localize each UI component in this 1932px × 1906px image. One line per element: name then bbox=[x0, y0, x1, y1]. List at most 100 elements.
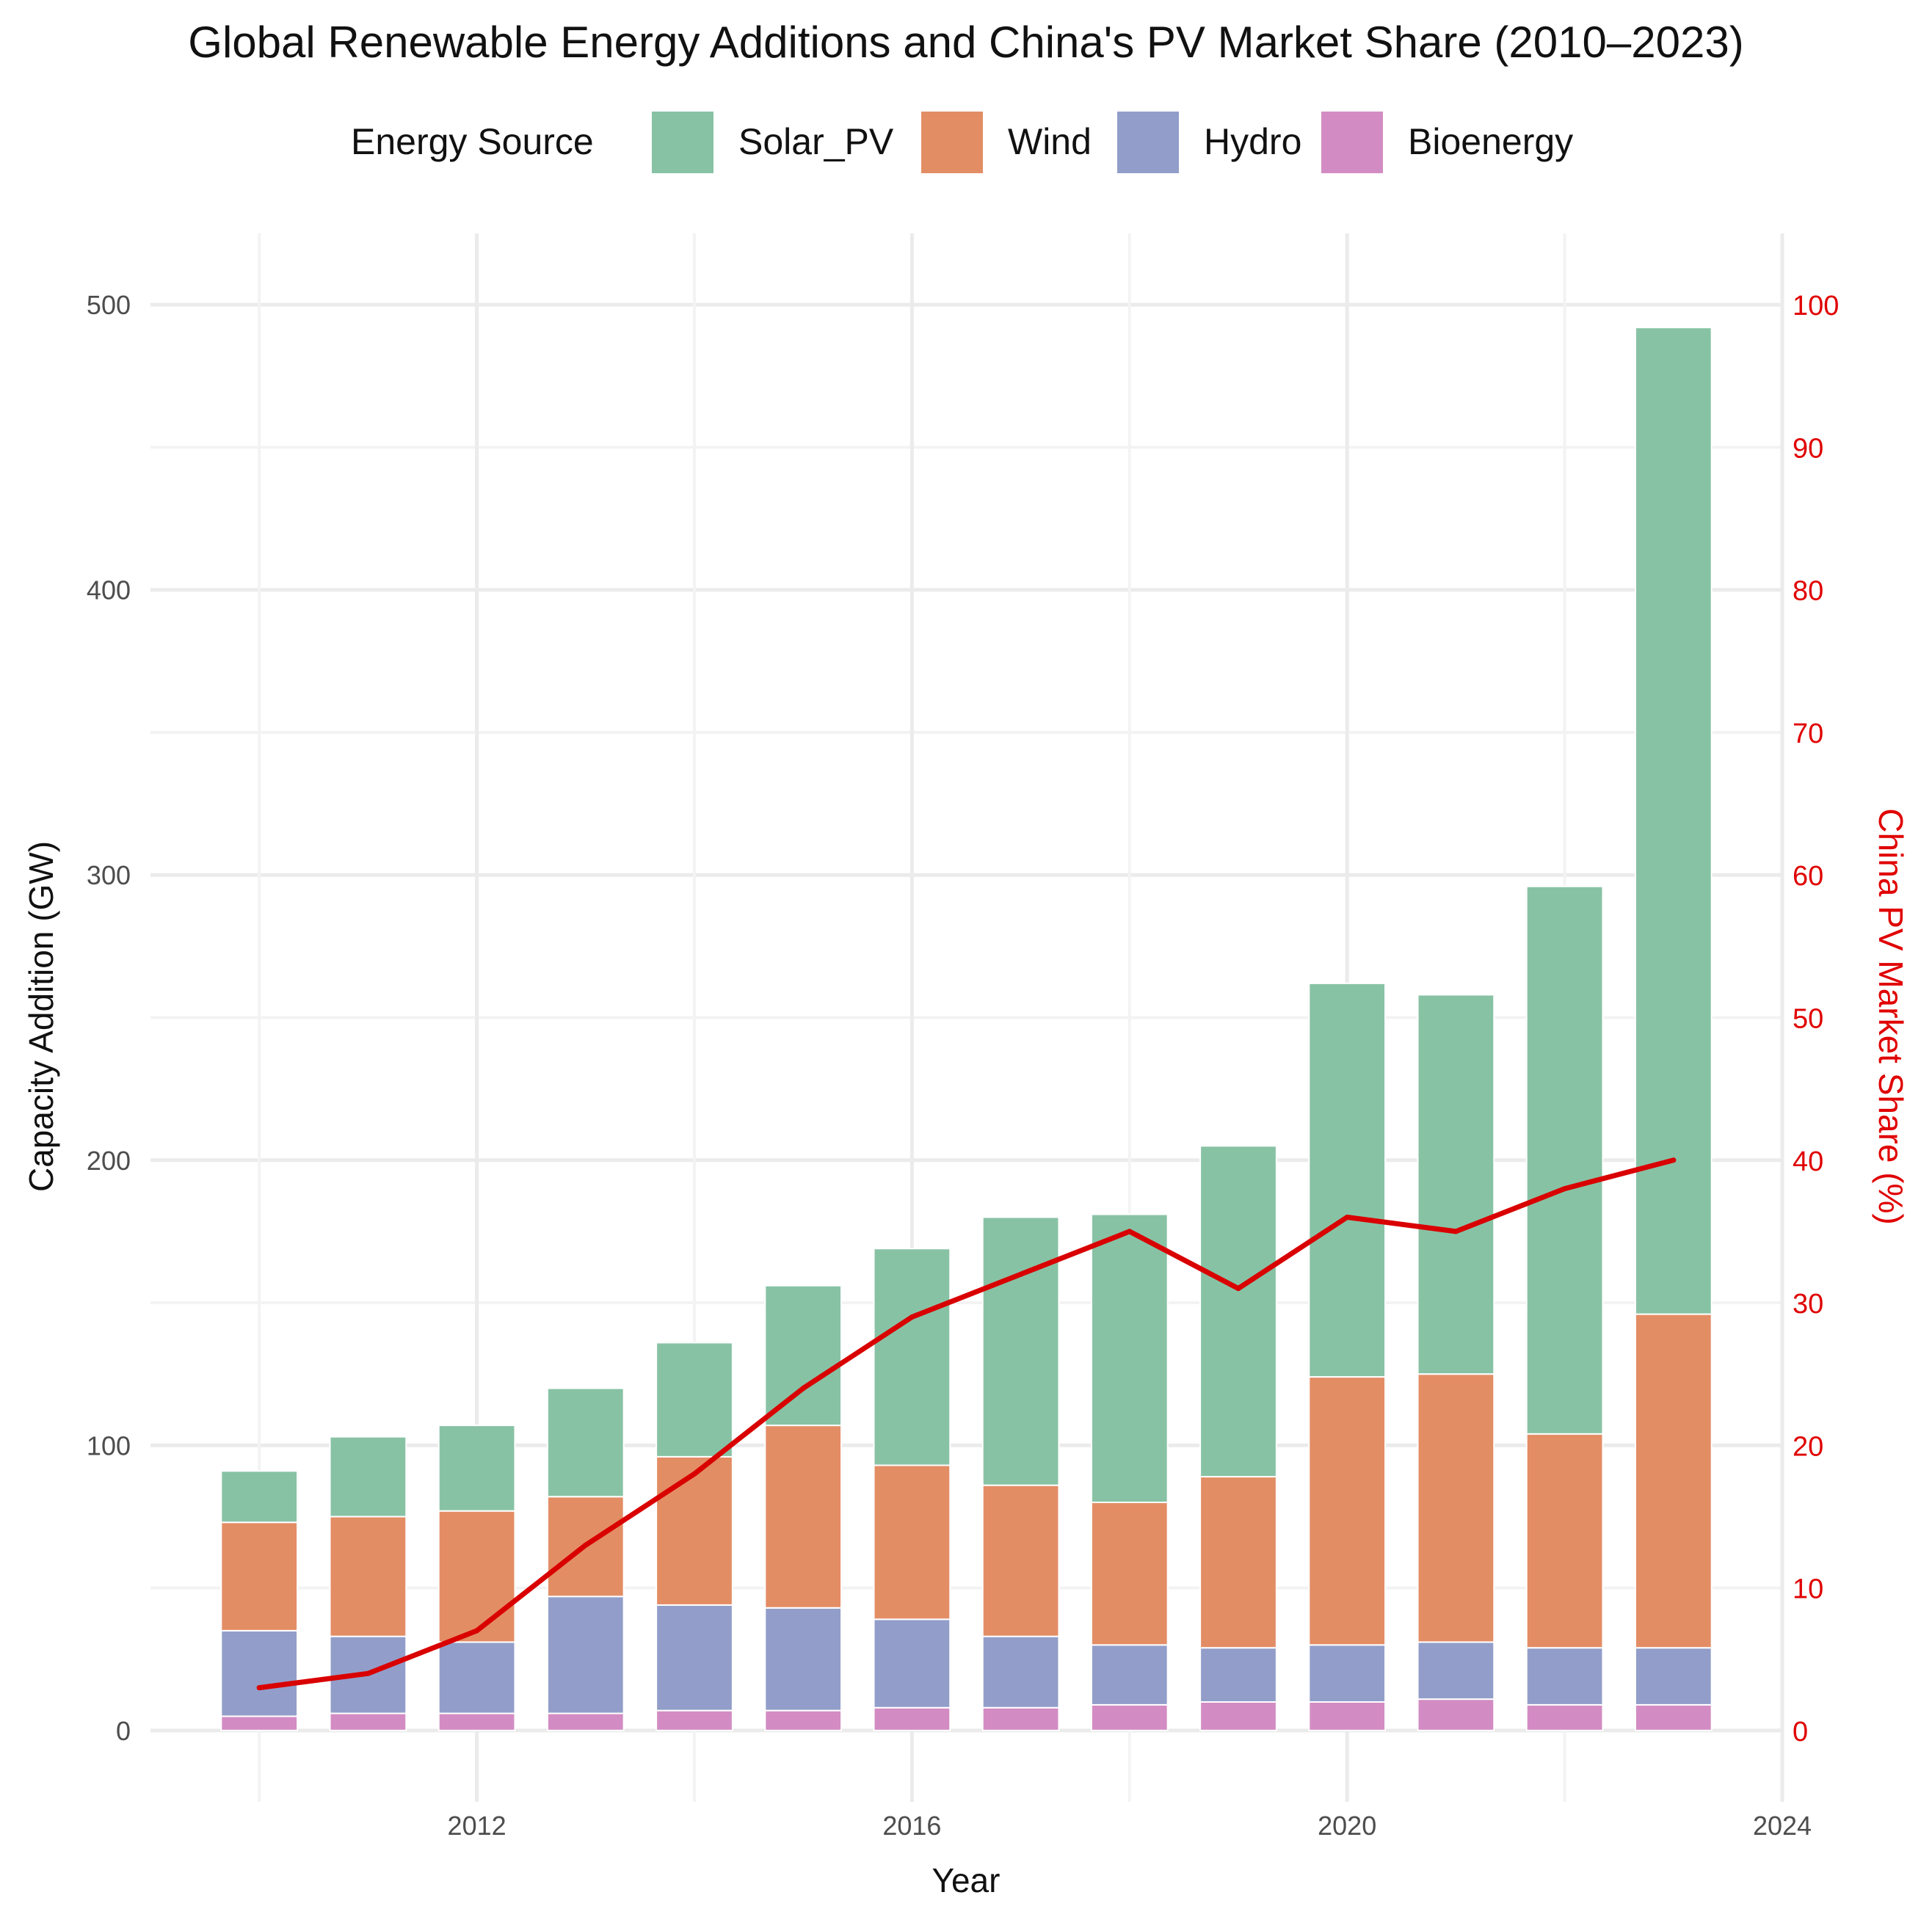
bar-wind-2016 bbox=[873, 1464, 951, 1621]
y2-tick-label: 60 bbox=[1793, 861, 1823, 892]
china-pv-share-point-2016 bbox=[909, 1314, 915, 1320]
y-tick-label: 0 bbox=[116, 1716, 131, 1746]
y-tick-label: 200 bbox=[87, 1146, 131, 1176]
bar-bioenergy-2013 bbox=[546, 1712, 625, 1731]
bar-bioenergy-2016 bbox=[873, 1706, 951, 1731]
bar-bioenergy-2012 bbox=[437, 1712, 516, 1731]
y-tick-label: 400 bbox=[87, 575, 131, 605]
bar-wind-2019 bbox=[1199, 1476, 1277, 1649]
bar-bioenergy-2018 bbox=[1090, 1703, 1169, 1731]
bar-bioenergy-2010 bbox=[220, 1715, 299, 1731]
bar-solar-pv-2019 bbox=[1199, 1145, 1277, 1478]
china-pv-share-point-2019 bbox=[1235, 1286, 1241, 1292]
bar-hydro-2019 bbox=[1199, 1647, 1277, 1703]
bar-bioenergy-2014 bbox=[656, 1709, 733, 1731]
legend: Energy Source Solar_PV Wind Hydro Bioenergy bbox=[351, 112, 1573, 173]
bar-bioenergy-2023 bbox=[1634, 1703, 1713, 1731]
china-pv-share-point-2015 bbox=[800, 1386, 806, 1392]
bar-wind-2017 bbox=[981, 1484, 1060, 1637]
bar-hydro-2012 bbox=[437, 1641, 516, 1714]
china-pv-share-point-2020 bbox=[1344, 1214, 1350, 1220]
legend-key-hydro bbox=[1117, 112, 1179, 173]
bar-wind-2021 bbox=[1417, 1373, 1495, 1643]
bar-bioenergy-2017 bbox=[981, 1706, 1060, 1731]
y-tick-label: 500 bbox=[87, 290, 131, 320]
y2-tick-label: 30 bbox=[1793, 1289, 1823, 1320]
bar-solar-pv-2010 bbox=[220, 1470, 299, 1524]
bar-bioenergy-2019 bbox=[1199, 1701, 1277, 1731]
bar-bioenergy-2021 bbox=[1417, 1698, 1495, 1731]
y-axis-right: 0 10 20 30 40 50 60 70 80 90 100 bbox=[1793, 291, 1839, 1747]
y2-tick-label: 20 bbox=[1793, 1431, 1823, 1462]
bar-wind-2014 bbox=[656, 1455, 733, 1606]
china-pv-share-point-2018 bbox=[1127, 1229, 1133, 1234]
legend-label-bioenergy: Bioenergy bbox=[1408, 121, 1573, 162]
y2-tick-label: 90 bbox=[1793, 433, 1823, 464]
bar-hydro-2021 bbox=[1417, 1641, 1495, 1701]
x-axis-title: Year bbox=[932, 1861, 1000, 1899]
bar-wind-2023 bbox=[1634, 1313, 1713, 1649]
china-pv-share-point-2017 bbox=[1018, 1271, 1024, 1277]
bar-hydro-2018 bbox=[1090, 1644, 1169, 1706]
china-pv-share-point-2013 bbox=[583, 1542, 589, 1548]
bar-solar-pv-2011 bbox=[329, 1436, 407, 1518]
bar-wind-2020 bbox=[1308, 1376, 1387, 1646]
bar-wind-2018 bbox=[1090, 1502, 1169, 1646]
bar-bioenergy-2022 bbox=[1525, 1703, 1604, 1731]
share-line-layer bbox=[256, 1157, 1677, 1691]
china-pv-share-point-2022 bbox=[1562, 1186, 1568, 1192]
y-tick-label: 100 bbox=[87, 1430, 131, 1461]
bar-solar-pv-2018 bbox=[1090, 1213, 1169, 1504]
bar-hydro-2020 bbox=[1308, 1644, 1387, 1703]
y-tick-label: 300 bbox=[87, 860, 131, 890]
legend-key-solar-pv bbox=[652, 112, 713, 173]
china-pv-share-point-2014 bbox=[691, 1471, 697, 1477]
china-pv-share-point-2011 bbox=[365, 1670, 371, 1676]
x-tick-label: 2016 bbox=[882, 1811, 941, 1841]
legend-label-hydro: Hydro bbox=[1204, 121, 1301, 162]
bar-hydro-2014 bbox=[656, 1604, 733, 1712]
legend-label-solar-pv: Solar_PV bbox=[738, 121, 894, 162]
bars bbox=[220, 327, 1713, 1731]
bar-solar-pv-2013 bbox=[546, 1387, 625, 1498]
bar-hydro-2010 bbox=[220, 1629, 299, 1717]
y2-tick-label: 70 bbox=[1793, 719, 1823, 749]
y2-tick-label: 100 bbox=[1793, 291, 1839, 321]
y2-tick-label: 0 bbox=[1793, 1717, 1808, 1747]
x-tick-label: 2020 bbox=[1318, 1811, 1376, 1841]
bar-hydro-2022 bbox=[1525, 1647, 1604, 1706]
bar-wind-2010 bbox=[220, 1521, 299, 1632]
bar-solar-pv-2020 bbox=[1308, 982, 1387, 1378]
bar-bioenergy-2015 bbox=[764, 1709, 843, 1731]
x-tick-label: 2012 bbox=[448, 1811, 506, 1841]
y-axis-left: 0 100 200 300 400 500 bbox=[87, 290, 131, 1746]
bar-wind-2011 bbox=[329, 1516, 407, 1637]
legend-title: Energy Source bbox=[351, 121, 594, 162]
china-pv-share-point-2021 bbox=[1453, 1229, 1459, 1234]
bar-hydro-2016 bbox=[873, 1618, 951, 1709]
legend-label-wind: Wind bbox=[1008, 121, 1092, 162]
bar-hydro-2023 bbox=[1634, 1647, 1713, 1706]
bar-solar-pv-2014 bbox=[656, 1342, 733, 1458]
bar-solar-pv-2023 bbox=[1634, 327, 1713, 1315]
x-tick-label: 2024 bbox=[1753, 1811, 1812, 1841]
bar-solar-pv-2015 bbox=[764, 1284, 843, 1427]
y2-tick-label: 80 bbox=[1793, 576, 1823, 607]
china-pv-share-point-2012 bbox=[474, 1628, 480, 1634]
china-pv-share-line bbox=[256, 1157, 1677, 1691]
bar-solar-pv-2012 bbox=[437, 1425, 516, 1512]
bar-solar-pv-2016 bbox=[873, 1248, 951, 1466]
bar-solar-pv-2017 bbox=[981, 1216, 1060, 1486]
bar-solar-pv-2022 bbox=[1525, 885, 1604, 1435]
bar-wind-2012 bbox=[437, 1510, 516, 1643]
bar-bioenergy-2011 bbox=[329, 1712, 407, 1731]
y2-axis-title: China PV Market Share (%) bbox=[1872, 808, 1910, 1225]
y-axis-title: Capacity Addition (GW) bbox=[22, 841, 60, 1192]
bar-hydro-2013 bbox=[546, 1596, 625, 1714]
bar-hydro-2015 bbox=[764, 1607, 843, 1712]
y2-tick-label: 50 bbox=[1793, 1004, 1823, 1035]
bar-wind-2022 bbox=[1525, 1433, 1604, 1649]
